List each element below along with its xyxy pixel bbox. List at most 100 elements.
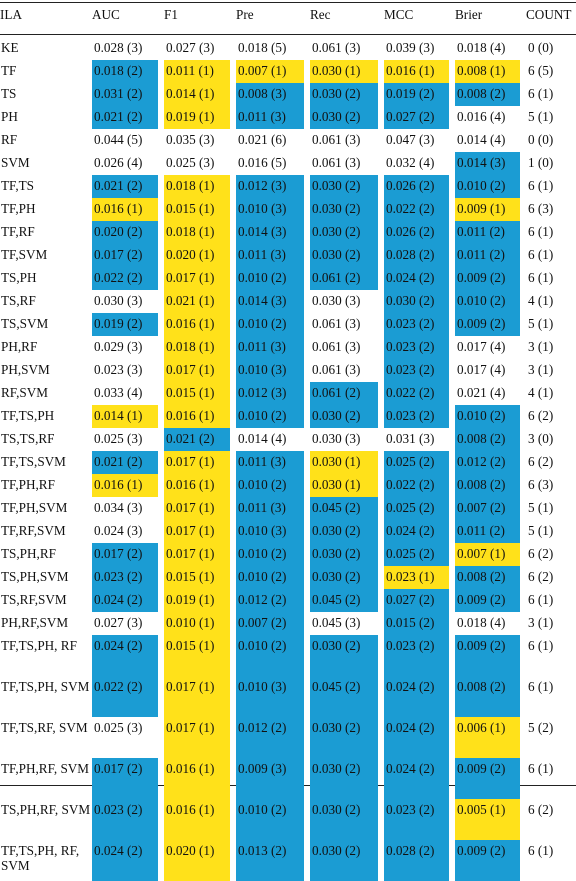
cell-brier: 0.009 (1) [455, 198, 526, 221]
cell-value: 0.027 (3) [94, 615, 143, 630]
header-auc: AUC [92, 7, 120, 22]
cell-value: 0.024 (2) [92, 589, 158, 612]
cell-count: 6 (1) [528, 843, 554, 858]
table-row: TF,TS 0.021 (2) 0.018 (1) 0.012 (3) 0.030 (2… [0, 175, 576, 198]
cell-mcc: 0.015 (2) [384, 612, 455, 635]
row-label: TF,TS [1, 178, 35, 193]
cell-mcc: 0.022 (2) [384, 474, 455, 497]
cell-mcc: 0.039 (3) [384, 37, 455, 60]
row-label: TF,TS,PH, RF [1, 638, 77, 653]
cell-f1: 0.010 (1) [164, 612, 236, 635]
table-row: TS,PH,RF, SVM 0.023 (2) 0.016 (1) 0.010 (2)… [0, 799, 576, 840]
cell-auc: 0.025 (3) [92, 428, 164, 451]
header-brier: Brier [455, 7, 483, 22]
cell-mcc: 0.016 (1) [384, 60, 455, 83]
cell-auc: 0.024 (3) [92, 520, 164, 543]
header-rule [0, 34, 576, 35]
table-row: TF,RF 0.020 (2) 0.018 (1) 0.014 (3) 0.030 (2… [0, 221, 576, 244]
row-label: TS,PH,SVM [1, 569, 69, 584]
row-label: TS,SVM [1, 316, 49, 331]
cell-value: 0.025 (2) [384, 451, 449, 474]
cell-auc: 0.021 (2) [92, 106, 164, 129]
cell-value: 0.016 (1) [164, 799, 230, 840]
cell-count: 6 (1) [528, 224, 554, 239]
cell-auc: 0.017 (2) [92, 758, 164, 799]
cell-f1: 0.017 (1) [164, 717, 236, 758]
cell-rec: 0.045 (2) [310, 589, 384, 612]
cell-pre: 0.010 (3) [236, 520, 310, 543]
cell-value: 0.028 (3) [94, 40, 143, 55]
cell-mcc: 0.032 (4) [384, 152, 455, 175]
cell-auc: 0.016 (1) [92, 198, 164, 221]
cell-f1: 0.016 (1) [164, 313, 236, 336]
cell-mcc: 0.024 (2) [384, 267, 455, 290]
cell-value: 0.061 (3) [312, 132, 361, 147]
cell-count: 5 (1) [528, 316, 554, 331]
cell-count: 3 (1) [528, 615, 554, 630]
cell-mcc: 0.023 (2) [384, 799, 455, 840]
cell-value: 0.016 (1) [384, 60, 449, 83]
cell-f1: 0.015 (1) [164, 566, 236, 589]
cell-value: 0.061 (3) [312, 362, 361, 377]
cell-value: 0.031 (3) [386, 431, 435, 446]
cell-f1: 0.017 (1) [164, 267, 236, 290]
row-label: RF,SVM [1, 385, 48, 400]
cell-value: 0.023 (2) [384, 799, 449, 840]
cell-auc: 0.017 (2) [92, 244, 164, 267]
cell-value: 0.008 (2) [455, 676, 520, 717]
cell-mcc: 0.023 (2) [384, 313, 455, 336]
row-label: TS,PH [1, 270, 37, 285]
cell-value: 0.061 (3) [312, 40, 361, 55]
cell-auc: 0.022 (2) [92, 676, 164, 717]
cell-mcc: 0.030 (2) [384, 290, 455, 313]
row-label: TF,PH,RF [1, 477, 55, 492]
cell-auc: 0.017 (2) [92, 543, 164, 566]
cell-value: 0.021 (2) [92, 175, 158, 198]
cell-f1: 0.017 (1) [164, 543, 236, 566]
cell-value: 0.061 (2) [310, 267, 378, 290]
cell-brier: 0.011 (2) [455, 221, 526, 244]
cell-brier: 0.014 (4) [455, 129, 526, 152]
cell-value: 0.010 (3) [236, 359, 304, 382]
cell-mcc: 0.027 (2) [384, 106, 455, 129]
cell-pre: 0.012 (2) [236, 717, 310, 758]
header-ila: ILA [0, 7, 22, 22]
cell-pre: 0.010 (2) [236, 566, 310, 589]
cell-value: 0.023 (2) [92, 566, 158, 589]
cell-rec: 0.061 (3) [310, 313, 384, 336]
cell-value: 0.011 (2) [455, 221, 520, 244]
cell-mcc: 0.024 (2) [384, 758, 455, 799]
cell-f1: 0.027 (3) [164, 37, 236, 60]
cell-value: 0.030 (2) [310, 520, 378, 543]
cell-brier: 0.021 (4) [455, 382, 526, 405]
cell-rec: 0.030 (2) [310, 520, 384, 543]
cell-count: 3 (1) [528, 362, 554, 377]
cell-auc: 0.021 (2) [92, 451, 164, 474]
cell-value: 0.010 (2) [455, 405, 520, 428]
table-row: TF 0.018 (2) 0.011 (1) 0.007 (1) 0.030 (1) 0.… [0, 60, 576, 83]
cell-f1: 0.011 (1) [164, 60, 236, 83]
cell-value: 0.017 (2) [92, 244, 158, 267]
table-row: PH,RF,SVM 0.027 (3) 0.010 (1) 0.007 (2) 0.04… [0, 612, 576, 635]
row-label: TF,SVM [1, 247, 48, 262]
cell-rec: 0.061 (3) [310, 336, 384, 359]
cell-f1: 0.017 (1) [164, 497, 236, 520]
cell-value: 0.026 (2) [384, 175, 449, 198]
cell-mcc: 0.025 (2) [384, 497, 455, 520]
table-row: RF,SVM 0.033 (4) 0.015 (1) 0.012 (3) 0.061 (… [0, 382, 576, 405]
cell-rec: 0.030 (2) [310, 566, 384, 589]
cell-count: 6 (1) [528, 247, 554, 262]
row-label: TS,RF [1, 293, 36, 308]
cell-pre: 0.010 (2) [236, 267, 310, 290]
cell-value: 0.030 (3) [312, 293, 361, 308]
cell-count: 0 (0) [528, 40, 554, 55]
header-pre: Pre [236, 7, 254, 22]
cell-auc: 0.022 (2) [92, 267, 164, 290]
cell-count: 0 (0) [528, 132, 554, 147]
cell-mcc: 0.024 (2) [384, 520, 455, 543]
cell-brier: 0.008 (2) [455, 676, 526, 717]
cell-count: 6 (1) [528, 761, 554, 776]
cell-value: 0.012 (2) [236, 717, 304, 758]
cell-value: 0.027 (2) [384, 106, 449, 129]
cell-value: 0.008 (2) [455, 566, 520, 589]
